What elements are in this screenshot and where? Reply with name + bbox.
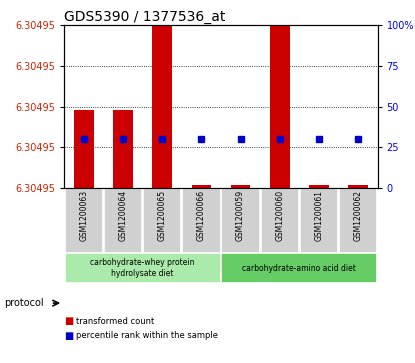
Bar (300, 188, 338, 253)
Text: GSM1200059: GSM1200059 (236, 190, 245, 241)
Text: percentile rank within the sample: percentile rank within the sample (76, 331, 218, 340)
Bar (152, 25, 172, 188)
Text: GSM1200062: GSM1200062 (354, 190, 363, 241)
Text: ■: ■ (64, 316, 73, 326)
Text: ■: ■ (64, 331, 73, 341)
Bar (339, 188, 377, 253)
Text: GSM1200066: GSM1200066 (197, 190, 206, 241)
Text: protocol: protocol (4, 298, 44, 308)
Bar (182, 188, 221, 253)
Bar (104, 188, 142, 253)
Bar (74, 110, 94, 188)
Text: transformed count: transformed count (76, 317, 154, 326)
Bar (192, 185, 211, 188)
Bar (221, 253, 377, 283)
Bar (65, 253, 221, 283)
Text: GDS5390 / 1377536_at: GDS5390 / 1377536_at (64, 11, 226, 24)
Bar (309, 185, 329, 188)
Text: carbohydrate-whey protein
hydrolysate diet: carbohydrate-whey protein hydrolysate di… (90, 258, 195, 278)
Text: carbohydrate-amino acid diet: carbohydrate-amino acid diet (242, 264, 356, 273)
Text: GSM1200060: GSM1200060 (275, 190, 284, 241)
Text: GSM1200061: GSM1200061 (315, 190, 323, 241)
Text: GSM1200063: GSM1200063 (79, 190, 88, 241)
Text: GSM1200064: GSM1200064 (119, 190, 127, 241)
Text: GSM1200065: GSM1200065 (158, 190, 167, 241)
Bar (221, 188, 260, 253)
Bar (65, 188, 103, 253)
Bar (113, 110, 133, 188)
Bar (348, 185, 368, 188)
Bar (231, 185, 250, 188)
Bar (270, 25, 290, 188)
Bar (143, 188, 181, 253)
Bar (261, 188, 299, 253)
